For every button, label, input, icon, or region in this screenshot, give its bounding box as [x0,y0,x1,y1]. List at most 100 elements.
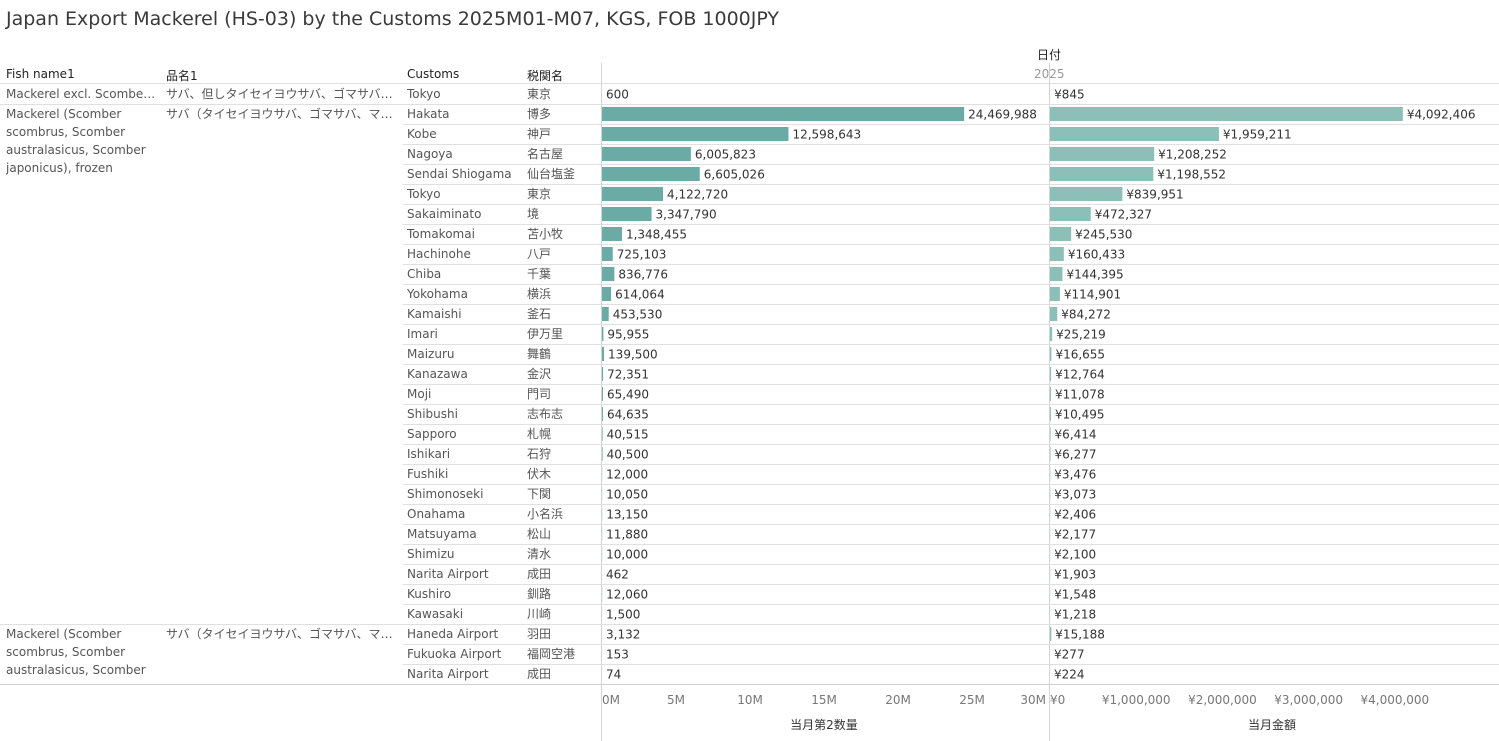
column-header-hinmei[interactable]: 品名1 [166,69,198,83]
customs-name[interactable]: Hakata [407,107,450,121]
amount-bar[interactable] [1050,187,1123,201]
zeikan-name[interactable]: 羽田 [527,627,552,641]
quantity-bar[interactable] [602,307,609,321]
amount-bar[interactable] [1050,227,1072,241]
customs-name[interactable]: Fukuoka Airport [407,647,502,661]
zeikan-name[interactable]: 福岡空港 [527,647,576,661]
zeikan-name[interactable]: 釜石 [527,307,552,321]
customs-name[interactable]: Kobe [407,127,437,141]
quantity-bar[interactable] [602,167,700,181]
amount-bar[interactable] [1050,347,1052,361]
zeikan-name[interactable]: 名古屋 [527,147,564,161]
zeikan-name[interactable]: 釧路 [527,587,552,601]
quantity-bar[interactable] [602,447,603,461]
quantity-bar[interactable] [602,327,604,341]
quantity-bar[interactable] [602,287,612,301]
column-header-fish-name[interactable]: Fish name1 [6,67,75,81]
fish-name[interactable]: Mackerel excl. Scomber sc.. [6,87,160,101]
zeikan-name[interactable]: 博多 [527,107,552,121]
amount-bar[interactable] [1050,287,1060,301]
hinmei-name[interactable]: サバ（タイセイヨウサバ、ゴマサバ、マサバ）、生.. [166,627,400,641]
amount-bar[interactable] [1050,447,1051,461]
zeikan-name[interactable]: 東京 [527,87,552,101]
amount-bar[interactable] [1050,267,1063,281]
customs-name[interactable]: Matsuyama [407,527,477,541]
amount-bar[interactable] [1050,627,1052,641]
zeikan-name[interactable]: 小名浜 [527,507,564,521]
customs-name[interactable]: Fushiki [407,467,449,481]
zeikan-name[interactable]: 伊万里 [527,327,564,341]
amount-bar[interactable] [1050,427,1051,441]
zeikan-name[interactable]: 札幌 [527,427,552,441]
amount-bar[interactable] [1050,407,1051,421]
customs-name[interactable]: Hachinohe [407,247,471,261]
quantity-bar[interactable] [602,267,615,281]
zeikan-name[interactable]: 門司 [527,387,552,401]
amount-bar[interactable] [1050,307,1058,321]
hinmei-name[interactable]: サバ、但しタイセイヨウサバ、ゴマサバ、マサバを除.. [166,87,400,101]
zeikan-name[interactable]: 境 [527,207,540,221]
amount-bar[interactable] [1050,127,1219,141]
fish-name[interactable]: Mackerel (Scomber scombrus, Scomber aust… [6,627,146,677]
amount-bar[interactable] [1050,147,1155,161]
customs-name[interactable]: Shimizu [407,547,455,561]
customs-name[interactable]: Shimonoseki [407,487,484,501]
customs-name[interactable]: Ishikari [407,447,451,461]
zeikan-name[interactable]: 仙台塩釜 [527,167,576,181]
customs-name[interactable]: Tomakomai [407,227,475,241]
customs-name[interactable]: Kushiro [407,587,452,601]
column-header-zeikan[interactable]: 税関名 [527,69,564,83]
quantity-bar[interactable] [602,367,604,381]
customs-name[interactable]: Imari [407,327,438,341]
zeikan-name[interactable]: 神戸 [527,127,552,141]
customs-name[interactable]: Moji [407,387,432,401]
customs-name[interactable]: Tokyo [407,87,441,101]
quantity-bar[interactable] [602,107,965,121]
customs-name[interactable]: Tokyo [407,187,441,201]
quantity-bar[interactable] [602,427,603,441]
column-header-customs[interactable]: Customs [407,67,460,81]
zeikan-name[interactable]: 川崎 [527,607,552,621]
customs-name[interactable]: Sapporo [407,427,457,441]
zeikan-name[interactable]: 東京 [527,187,552,201]
amount-bar[interactable] [1050,107,1403,121]
zeikan-name[interactable]: 下関 [527,487,552,501]
customs-name[interactable]: Onahama [407,507,466,521]
customs-name[interactable]: Sendai Shiogama [407,167,512,181]
quantity-bar[interactable] [602,387,603,401]
amount-bar[interactable] [1050,367,1052,381]
zeikan-name[interactable]: 千葉 [527,267,552,281]
zeikan-name[interactable]: 松山 [527,527,552,541]
zeikan-name[interactable]: 志布志 [527,407,564,421]
customs-name[interactable]: Kanazawa [407,367,468,381]
customs-name[interactable]: Kamaishi [407,307,462,321]
customs-name[interactable]: Yokohama [407,287,468,301]
zeikan-name[interactable]: 成田 [527,567,552,581]
customs-name[interactable]: Chiba [407,267,442,281]
quantity-bar[interactable] [602,407,603,421]
quantity-bar[interactable] [602,187,664,201]
amount-bar[interactable] [1050,207,1091,221]
quantity-bar[interactable] [602,347,605,361]
zeikan-name[interactable]: 伏木 [527,467,552,481]
zeikan-name[interactable]: 成田 [527,667,552,681]
customs-name[interactable]: Narita Airport [407,567,489,581]
fish-name[interactable]: Mackerel (Scomber scombrus, Scomber aust… [6,107,146,175]
customs-name[interactable]: Haneda Airport [407,627,499,641]
amount-bar[interactable] [1050,247,1064,261]
zeikan-name[interactable]: 石狩 [527,447,552,461]
quantity-bar[interactable] [602,227,622,241]
hinmei-name[interactable]: サバ（タイセイヨウサバ、ゴマサバ、マサバ）、冷.. [166,107,400,121]
customs-name[interactable]: Shibushi [407,407,458,421]
customs-name[interactable]: Sakaiminato [407,207,482,221]
zeikan-name[interactable]: 八戸 [527,247,552,261]
quantity-bar[interactable] [602,147,691,161]
customs-name[interactable]: Nagoya [407,147,453,161]
amount-bar[interactable] [1050,327,1053,341]
customs-name[interactable]: Maizuru [407,347,455,361]
zeikan-name[interactable]: 横浜 [527,287,552,301]
zeikan-name[interactable]: 金沢 [527,367,552,381]
quantity-bar[interactable] [602,207,652,221]
zeikan-name[interactable]: 清水 [527,547,552,561]
zeikan-name[interactable]: 苫小牧 [527,227,564,241]
